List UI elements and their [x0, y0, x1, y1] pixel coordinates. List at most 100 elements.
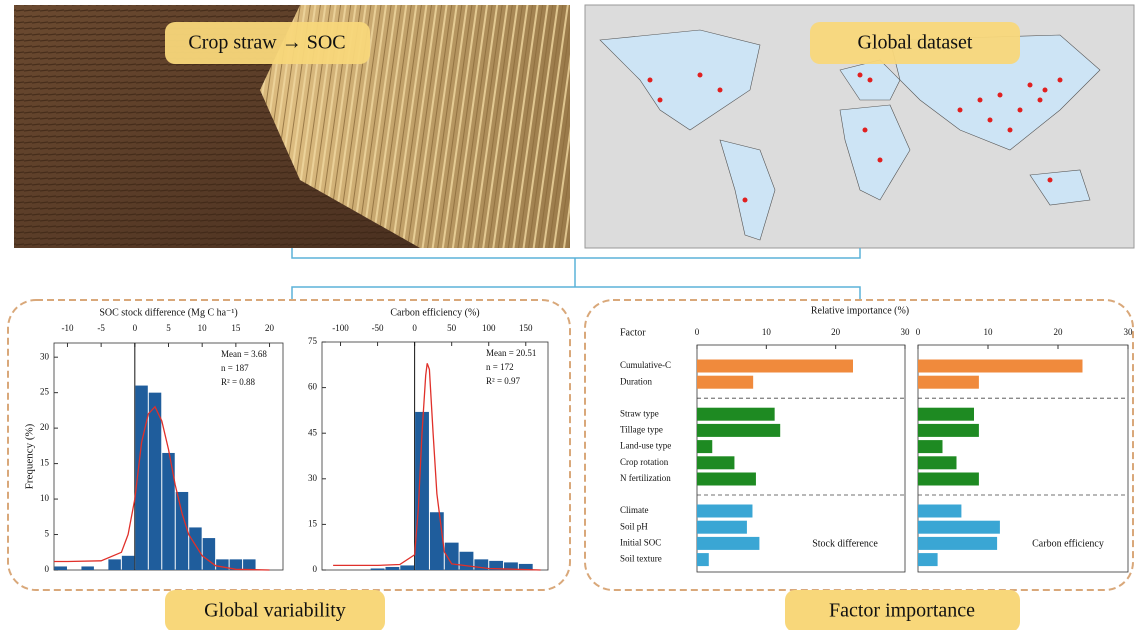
x-tick-label: 30	[1124, 327, 1134, 337]
annotation: Mean = 3.68	[221, 349, 267, 359]
category-label: Climate	[620, 505, 649, 515]
x-tick-label: -10	[61, 323, 73, 333]
bar	[400, 565, 414, 570]
category-label: Cumulative-C	[620, 360, 671, 370]
y-tick-label: 45	[308, 427, 318, 437]
photo: Crop straw → SOC	[14, 5, 570, 248]
section-label: Factor importance	[829, 600, 975, 622]
bar	[697, 521, 747, 534]
bar	[697, 376, 753, 389]
y-tick-label: 25	[40, 387, 50, 397]
y-tick-label: 10	[40, 493, 50, 503]
bar	[189, 527, 201, 570]
x-tick-label: 20	[1054, 327, 1064, 337]
bar	[918, 376, 979, 389]
x-tick-label: 5	[166, 323, 171, 333]
x-tick-label: 15	[231, 323, 241, 333]
axis-title: Carbon efficiency (%)	[390, 307, 479, 318]
x-tick-label: 20	[831, 327, 841, 337]
bar	[243, 559, 255, 570]
bar	[108, 559, 120, 570]
y-tick-label: 15	[40, 458, 50, 468]
bar	[203, 538, 215, 570]
y-tick-label: 20	[40, 422, 50, 432]
annotation: R² = 0.88	[221, 377, 256, 387]
annotation: n = 187	[221, 363, 249, 373]
panel-label: Stock difference	[812, 538, 878, 549]
y-tick-label: 75	[308, 336, 318, 346]
bar	[55, 566, 67, 570]
map: Global dataset	[585, 5, 1134, 248]
left-panel	[8, 300, 570, 590]
axis-title: Relative importance (%)	[811, 305, 909, 316]
bar	[149, 393, 161, 570]
bar	[216, 559, 228, 570]
y-tick-label: 15	[308, 518, 318, 528]
bar	[81, 566, 93, 570]
bar	[385, 567, 399, 570]
x-tick-label: 150	[519, 323, 533, 333]
bar	[918, 537, 997, 550]
x-tick-label: -5	[97, 323, 105, 333]
bar	[697, 537, 759, 550]
bar	[697, 456, 734, 469]
page: Crop straw → SOC Global dataset Global v…	[0, 0, 1137, 630]
x-tick-label: 20	[265, 323, 275, 333]
section-label: Global variability	[204, 600, 346, 622]
x-tick-label: 0	[133, 323, 138, 333]
category-label: Straw type	[620, 408, 659, 418]
x-tick-label: -100	[332, 323, 349, 333]
bar	[918, 505, 961, 518]
bar	[918, 360, 1083, 373]
x-tick-label: 30	[901, 327, 911, 337]
category-label: Soil texture	[620, 554, 662, 564]
bar	[918, 473, 979, 486]
fit-curve	[54, 407, 270, 570]
bar	[918, 408, 974, 421]
annotation: R² = 0.97	[486, 376, 521, 386]
bar	[697, 424, 780, 437]
y-tick-label: 30	[308, 473, 318, 483]
x-tick-label: 100	[482, 323, 496, 333]
connectors	[292, 248, 860, 300]
bar	[460, 552, 474, 570]
x-tick-label: 0	[916, 327, 921, 337]
bar	[697, 505, 752, 518]
y-tick-label: 5	[45, 529, 50, 539]
bar	[918, 521, 1000, 534]
y-tick-label: 60	[308, 382, 318, 392]
bar	[697, 408, 775, 421]
x-tick-label: 50	[447, 323, 457, 333]
category-label: Crop rotation	[620, 457, 669, 467]
x-tick-label: 10	[198, 323, 208, 333]
photo-label: Crop straw → SOC	[188, 32, 345, 54]
bar	[697, 553, 709, 566]
x-tick-label: 10	[762, 327, 772, 337]
bar	[697, 360, 853, 373]
y-tick-label: 30	[40, 351, 50, 361]
bar	[371, 568, 385, 570]
y-tick-label: 0	[45, 564, 50, 574]
category-label: Land-use type	[620, 441, 671, 451]
x-tick-label: -50	[372, 323, 384, 333]
bar	[918, 553, 938, 566]
annotation: n = 172	[486, 362, 514, 372]
y-tick-label: 0	[313, 564, 318, 574]
category-label: Duration	[620, 376, 652, 386]
axis-title: SOC stock difference (Mg C ha⁻¹)	[99, 307, 237, 318]
bar	[697, 440, 712, 453]
bar	[122, 556, 134, 570]
bar	[918, 440, 943, 453]
category-header: Factor	[620, 327, 646, 338]
map-label: Global dataset	[858, 32, 973, 54]
y-axis-title: Frequency (%)	[24, 423, 36, 489]
annotation: Mean = 20.51	[486, 348, 536, 358]
category-label: Initial SOC	[620, 537, 661, 547]
bar	[176, 492, 188, 570]
x-tick-label: 10	[984, 327, 994, 337]
x-tick-label: 0	[695, 327, 700, 337]
bar	[918, 424, 979, 437]
bar	[697, 473, 756, 486]
category-label: Soil pH	[620, 521, 648, 531]
category-label: Tillage type	[620, 424, 663, 434]
